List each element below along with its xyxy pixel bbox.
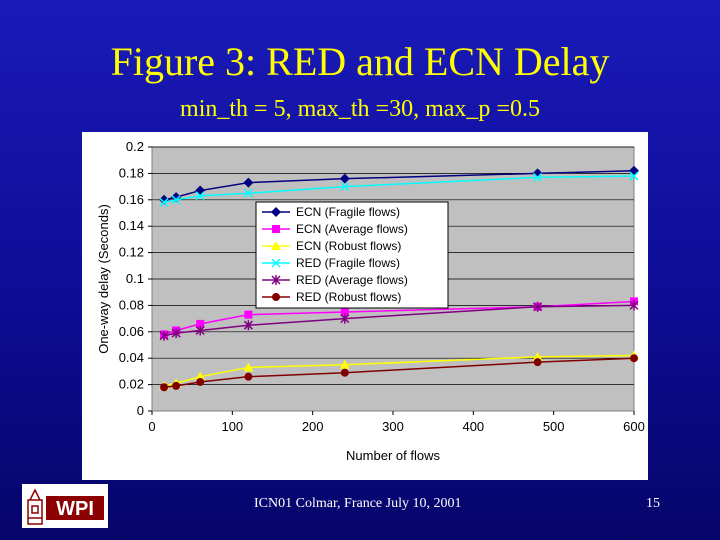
data-point [340, 182, 350, 192]
legend-box [255, 201, 449, 309]
data-point [160, 383, 169, 392]
x-tick-label: 100 [221, 419, 243, 434]
data-point [532, 351, 543, 361]
x-tick-label: 200 [302, 419, 324, 434]
data-point [629, 300, 639, 311]
data-point [340, 368, 349, 377]
data-point [340, 308, 349, 316]
legend-marker [271, 241, 281, 250]
data-point [244, 372, 253, 381]
data-point [533, 358, 542, 367]
y-tick-label: 0 [137, 403, 144, 418]
x-axis-label: Number of flows [346, 448, 440, 463]
y-tick-label: 0.1 [126, 271, 144, 286]
legend-marker [271, 275, 281, 285]
data-point [533, 172, 543, 182]
y-axis-label: One-way delay (Seconds) [96, 204, 111, 354]
legend-label: ECN (Robust flows) [296, 239, 401, 253]
data-point [243, 362, 254, 372]
data-point [195, 371, 206, 381]
legend-label: ECN (Fragile flows) [296, 205, 400, 219]
legend-marker [271, 258, 281, 268]
y-tick-label: 0.14 [119, 218, 144, 233]
footer-conference: ICN01 Colmar, France July 10, 2001 [254, 496, 462, 511]
y-tick-label: 0.04 [119, 350, 144, 365]
page-number: 15 [646, 496, 660, 511]
chart: 0 0.02 0.04 0.06 0.08 0.1 0.12 0.14 0.16 0.18 0.2 0… [82, 132, 648, 480]
data-point [340, 313, 350, 324]
data-point [159, 330, 169, 341]
slide-title: Figure 3: RED and ECN Delay [110, 39, 610, 84]
data-point [533, 301, 543, 312]
data-point [172, 381, 181, 390]
x-tick-label: 300 [382, 419, 404, 434]
data-point [171, 195, 181, 205]
y-tick-label: 0.16 [119, 192, 144, 207]
data-point [196, 377, 205, 386]
legend-label: RED (Robust flows) [296, 290, 401, 304]
x-tick-label: 400 [462, 419, 484, 434]
data-point [243, 320, 253, 331]
y-tick-label: 0.2 [126, 139, 144, 154]
legend-label: RED (Fragile flows) [296, 256, 400, 270]
data-point [339, 173, 350, 184]
x-tick-label: 600 [623, 419, 645, 434]
data-point [630, 354, 638, 363]
y-tick-label: 0.18 [119, 165, 144, 180]
legend-label: RED (Average flows) [296, 273, 408, 287]
data-point [629, 171, 639, 181]
data-point [244, 310, 253, 319]
logo-text: WPI [56, 498, 94, 520]
legend-label: ECN (Average flows) [296, 222, 408, 236]
slide-subtitle: min_th = 5, max_th =30, max_p =0.5 [180, 96, 540, 122]
data-point [171, 328, 181, 339]
wpi-logo: WPI [22, 484, 108, 528]
logo-badge [46, 496, 104, 520]
x-tick-label: 0 [148, 419, 155, 434]
data-point [196, 319, 205, 328]
legend-marker [272, 293, 280, 301]
y-tick-label: 0.08 [119, 297, 144, 312]
x-tick-label: 500 [543, 419, 565, 434]
y-tick-label: 0.06 [119, 324, 144, 339]
data-point [243, 188, 253, 198]
tower-icon [27, 488, 43, 525]
data-point [195, 325, 205, 336]
legend-marker [271, 207, 281, 217]
y-tick-label: 0.02 [119, 377, 144, 392]
data-point [243, 177, 254, 188]
data-point [159, 197, 169, 207]
chart-svg: 0 0.02 0.04 0.06 0.08 0.1 0.12 0.14 0.16 0.18 0.2 0… [96, 139, 645, 463]
legend-marker [272, 225, 280, 233]
y-tick-label: 0.12 [119, 245, 144, 260]
data-point [195, 191, 205, 201]
data-point [339, 359, 350, 369]
